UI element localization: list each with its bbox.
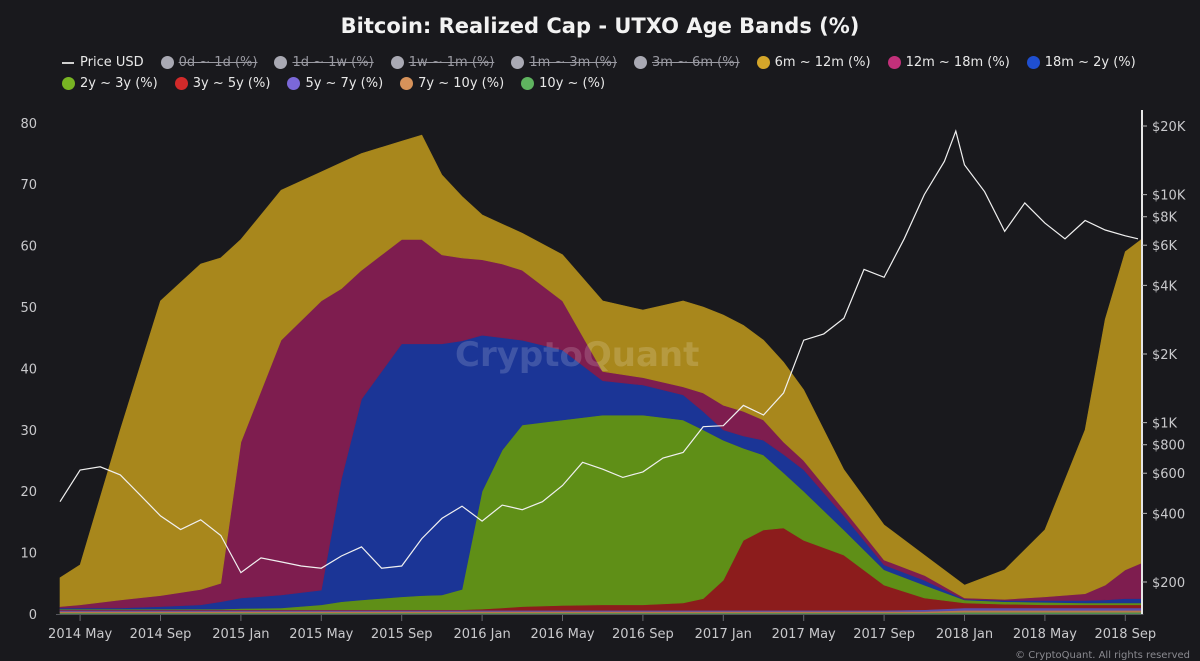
- legend-item[interactable]: 12m ~ 18m (%): [887, 52, 1010, 73]
- price-tick-label: $20K: [1152, 120, 1186, 135]
- x-tick-label: 2017 Jan: [695, 627, 752, 642]
- price-tick-label: $6K: [1152, 239, 1178, 254]
- chart-title: Bitcoin: Realized Cap - UTXO Age Bands (…: [340, 14, 860, 38]
- legend-label: 5y ~ 7y (%): [305, 76, 384, 91]
- price-tick-label: $200: [1152, 576, 1185, 591]
- y-tick-label: 30: [20, 424, 37, 439]
- x-tick-label: 2017 Sep: [853, 627, 915, 642]
- legend-dot-icon: [756, 56, 770, 69]
- legend-label: 3y ~ 5y (%): [192, 76, 271, 91]
- legend-dot-icon: [400, 77, 414, 90]
- y-tick-label: 40: [20, 362, 37, 377]
- price-tick-label: $4K: [1152, 279, 1178, 294]
- legend-item[interactable]: 2y ~ 3y (%): [62, 73, 158, 94]
- price-tick-label: $2K: [1152, 348, 1178, 363]
- legend-label: 1m ~ 3m (%): [529, 55, 617, 70]
- y-tick-label: 0: [29, 608, 37, 623]
- legend-dot-icon: [511, 56, 525, 69]
- legend-item[interactable]: 0d ~ 1d (%): [160, 52, 258, 73]
- legend-label: 10y ~ (%): [539, 76, 606, 91]
- price-tick-label: $8K: [1152, 211, 1178, 226]
- legend-dot-icon: [160, 56, 174, 69]
- legend-dot-icon: [287, 77, 301, 90]
- legend-dot-icon: [1026, 56, 1040, 69]
- legend-dot-icon: [390, 56, 404, 69]
- legend-item[interactable]: 18m ~ 2y (%): [1026, 52, 1136, 73]
- legend-dot-icon: [274, 56, 288, 69]
- y-tick-label: 10: [20, 547, 37, 562]
- legend-label: 1w ~ 1m (%): [408, 55, 495, 70]
- legend-label: 7y ~ 10y (%): [418, 76, 505, 91]
- x-tick-label: 2016 Sep: [612, 627, 674, 642]
- legend-item[interactable]: 1w ~ 1m (%): [390, 52, 495, 73]
- x-tick-label: 2014 Sep: [130, 627, 192, 642]
- y-tick-label: 80: [20, 117, 37, 132]
- legend-label: 18m ~ 2y (%): [1044, 55, 1136, 70]
- legend-dot-icon: [174, 77, 188, 90]
- x-tick-label: 2014 May: [48, 627, 112, 642]
- y-tick-label: 20: [20, 485, 37, 500]
- x-tick-label: 2018 May: [1013, 627, 1077, 642]
- legend-dot-icon: [633, 56, 647, 69]
- legend-dot-icon: [887, 56, 901, 69]
- x-tick-label: 2016 Jan: [453, 627, 510, 642]
- legend-item[interactable]: Price USD: [62, 52, 144, 73]
- stacked-areas: [59, 134, 1142, 615]
- legend-item[interactable]: 1m ~ 3m (%): [511, 52, 617, 73]
- price-usd-line: [59, 129, 1139, 574]
- legend-label: 1d ~ 1w (%): [292, 55, 374, 70]
- price-tick-label: $800: [1152, 439, 1185, 454]
- x-tick-label: 2015 Sep: [371, 627, 433, 642]
- legend-item[interactable]: 7y ~ 10y (%): [400, 73, 504, 94]
- y-tick-label: 60: [20, 240, 37, 255]
- y-tick-label: 50: [20, 301, 37, 316]
- price-tick-label: $400: [1152, 507, 1185, 522]
- legend-item[interactable]: 3y ~ 5y (%): [174, 73, 271, 94]
- legend-item[interactable]: 3m ~ 6m (%): [633, 52, 740, 73]
- legend-item[interactable]: 10y ~ (%): [521, 73, 605, 94]
- legend-label: 0d ~ 1d (%): [178, 55, 258, 70]
- x-tick-label: 2017 May: [772, 627, 836, 642]
- copyright-footer: © CryptoQuant. All rights reserved: [1015, 650, 1190, 661]
- price-tick-label: $1K: [1152, 417, 1178, 432]
- legend-label: 3m ~ 6m (%): [651, 55, 740, 70]
- legend-item[interactable]: 6m ~ 12m (%): [756, 52, 871, 73]
- legend-dot-icon: [62, 77, 75, 90]
- legend-item[interactable]: 5y ~ 7y (%): [287, 73, 383, 94]
- legend-item[interactable]: 1d ~ 1w (%): [274, 52, 374, 73]
- price-tick-label: $600: [1152, 467, 1185, 482]
- legend-label: 2y ~ 3y (%): [80, 76, 158, 91]
- legend-dot-icon: [521, 77, 535, 90]
- x-tick-label: 2015 Jan: [212, 627, 269, 642]
- price-tick-label: $10K: [1152, 189, 1186, 204]
- legend-label: Price USD: [80, 55, 144, 70]
- x-tick-label: 2015 May: [289, 627, 353, 642]
- legend: Price USD 0d ~ 1d (%) 1d ~ 1w (%) 1w ~ 1m (…: [62, 52, 1182, 94]
- x-tick-label: 2018 Sep: [1094, 627, 1156, 642]
- line-marker-icon: [62, 61, 74, 64]
- x-tick-label: 2016 May: [530, 627, 594, 642]
- y-tick-label: 70: [20, 178, 37, 193]
- legend-label: 12m ~ 18m (%): [905, 55, 1010, 70]
- legend-label: 6m ~ 12m (%): [774, 55, 871, 70]
- x-tick-label: 2018 Jan: [936, 627, 993, 642]
